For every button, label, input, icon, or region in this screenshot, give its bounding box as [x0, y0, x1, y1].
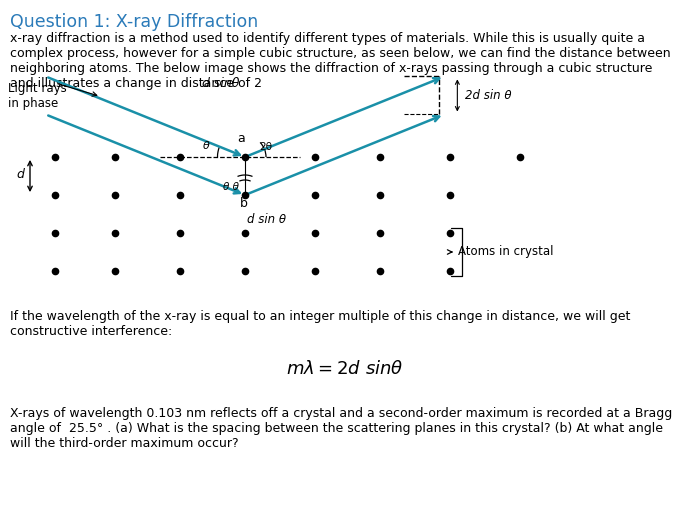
Text: θ: θ: [203, 141, 210, 151]
Text: complex process, however for a simple cubic structure, as seen below, we can fin: complex process, however for a simple cu…: [10, 47, 671, 60]
Text: a: a: [237, 132, 245, 145]
Text: θ θ: θ θ: [223, 182, 239, 192]
Text: 2θ: 2θ: [259, 142, 272, 152]
Text: angle of  25.5° . (a) What is the spacing between the scattering planes in this : angle of 25.5° . (a) What is the spacing…: [10, 422, 663, 435]
Text: If the wavelength of the x-ray is equal to an integer multiple of this change in: If the wavelength of the x-ray is equal …: [10, 310, 630, 323]
Text: neighboring atoms. The below image shows the diffraction of x-rays passing throu: neighboring atoms. The below image shows…: [10, 62, 652, 75]
Text: will the third-order maximum occur?: will the third-order maximum occur?: [10, 437, 238, 450]
Text: b: b: [240, 197, 248, 210]
Text: and illustrates a change in distance of 2: and illustrates a change in distance of …: [10, 77, 262, 90]
Text: 2d sin θ: 2d sin θ: [465, 89, 512, 102]
Text: d sin θ: d sin θ: [247, 213, 286, 226]
Text: d sinθ: d sinθ: [202, 77, 239, 90]
Text: X-rays of wavelength 0.103 nm reflects off a crystal and a second-order maximum : X-rays of wavelength 0.103 nm reflects o…: [10, 407, 672, 420]
Text: $m\lambda = 2d\ sin\theta$: $m\lambda = 2d\ sin\theta$: [286, 360, 404, 378]
Text: d: d: [16, 167, 24, 180]
Text: Question 1: X-ray Diffraction: Question 1: X-ray Diffraction: [10, 13, 258, 31]
Text: Atoms in crystal: Atoms in crystal: [458, 246, 553, 259]
Text: constructive interference:: constructive interference:: [10, 325, 172, 338]
Text: x-ray diffraction is a method used to identify different types of materials. Whi: x-ray diffraction is a method used to id…: [10, 32, 645, 45]
Text: Light rays
in phase: Light rays in phase: [8, 82, 67, 110]
